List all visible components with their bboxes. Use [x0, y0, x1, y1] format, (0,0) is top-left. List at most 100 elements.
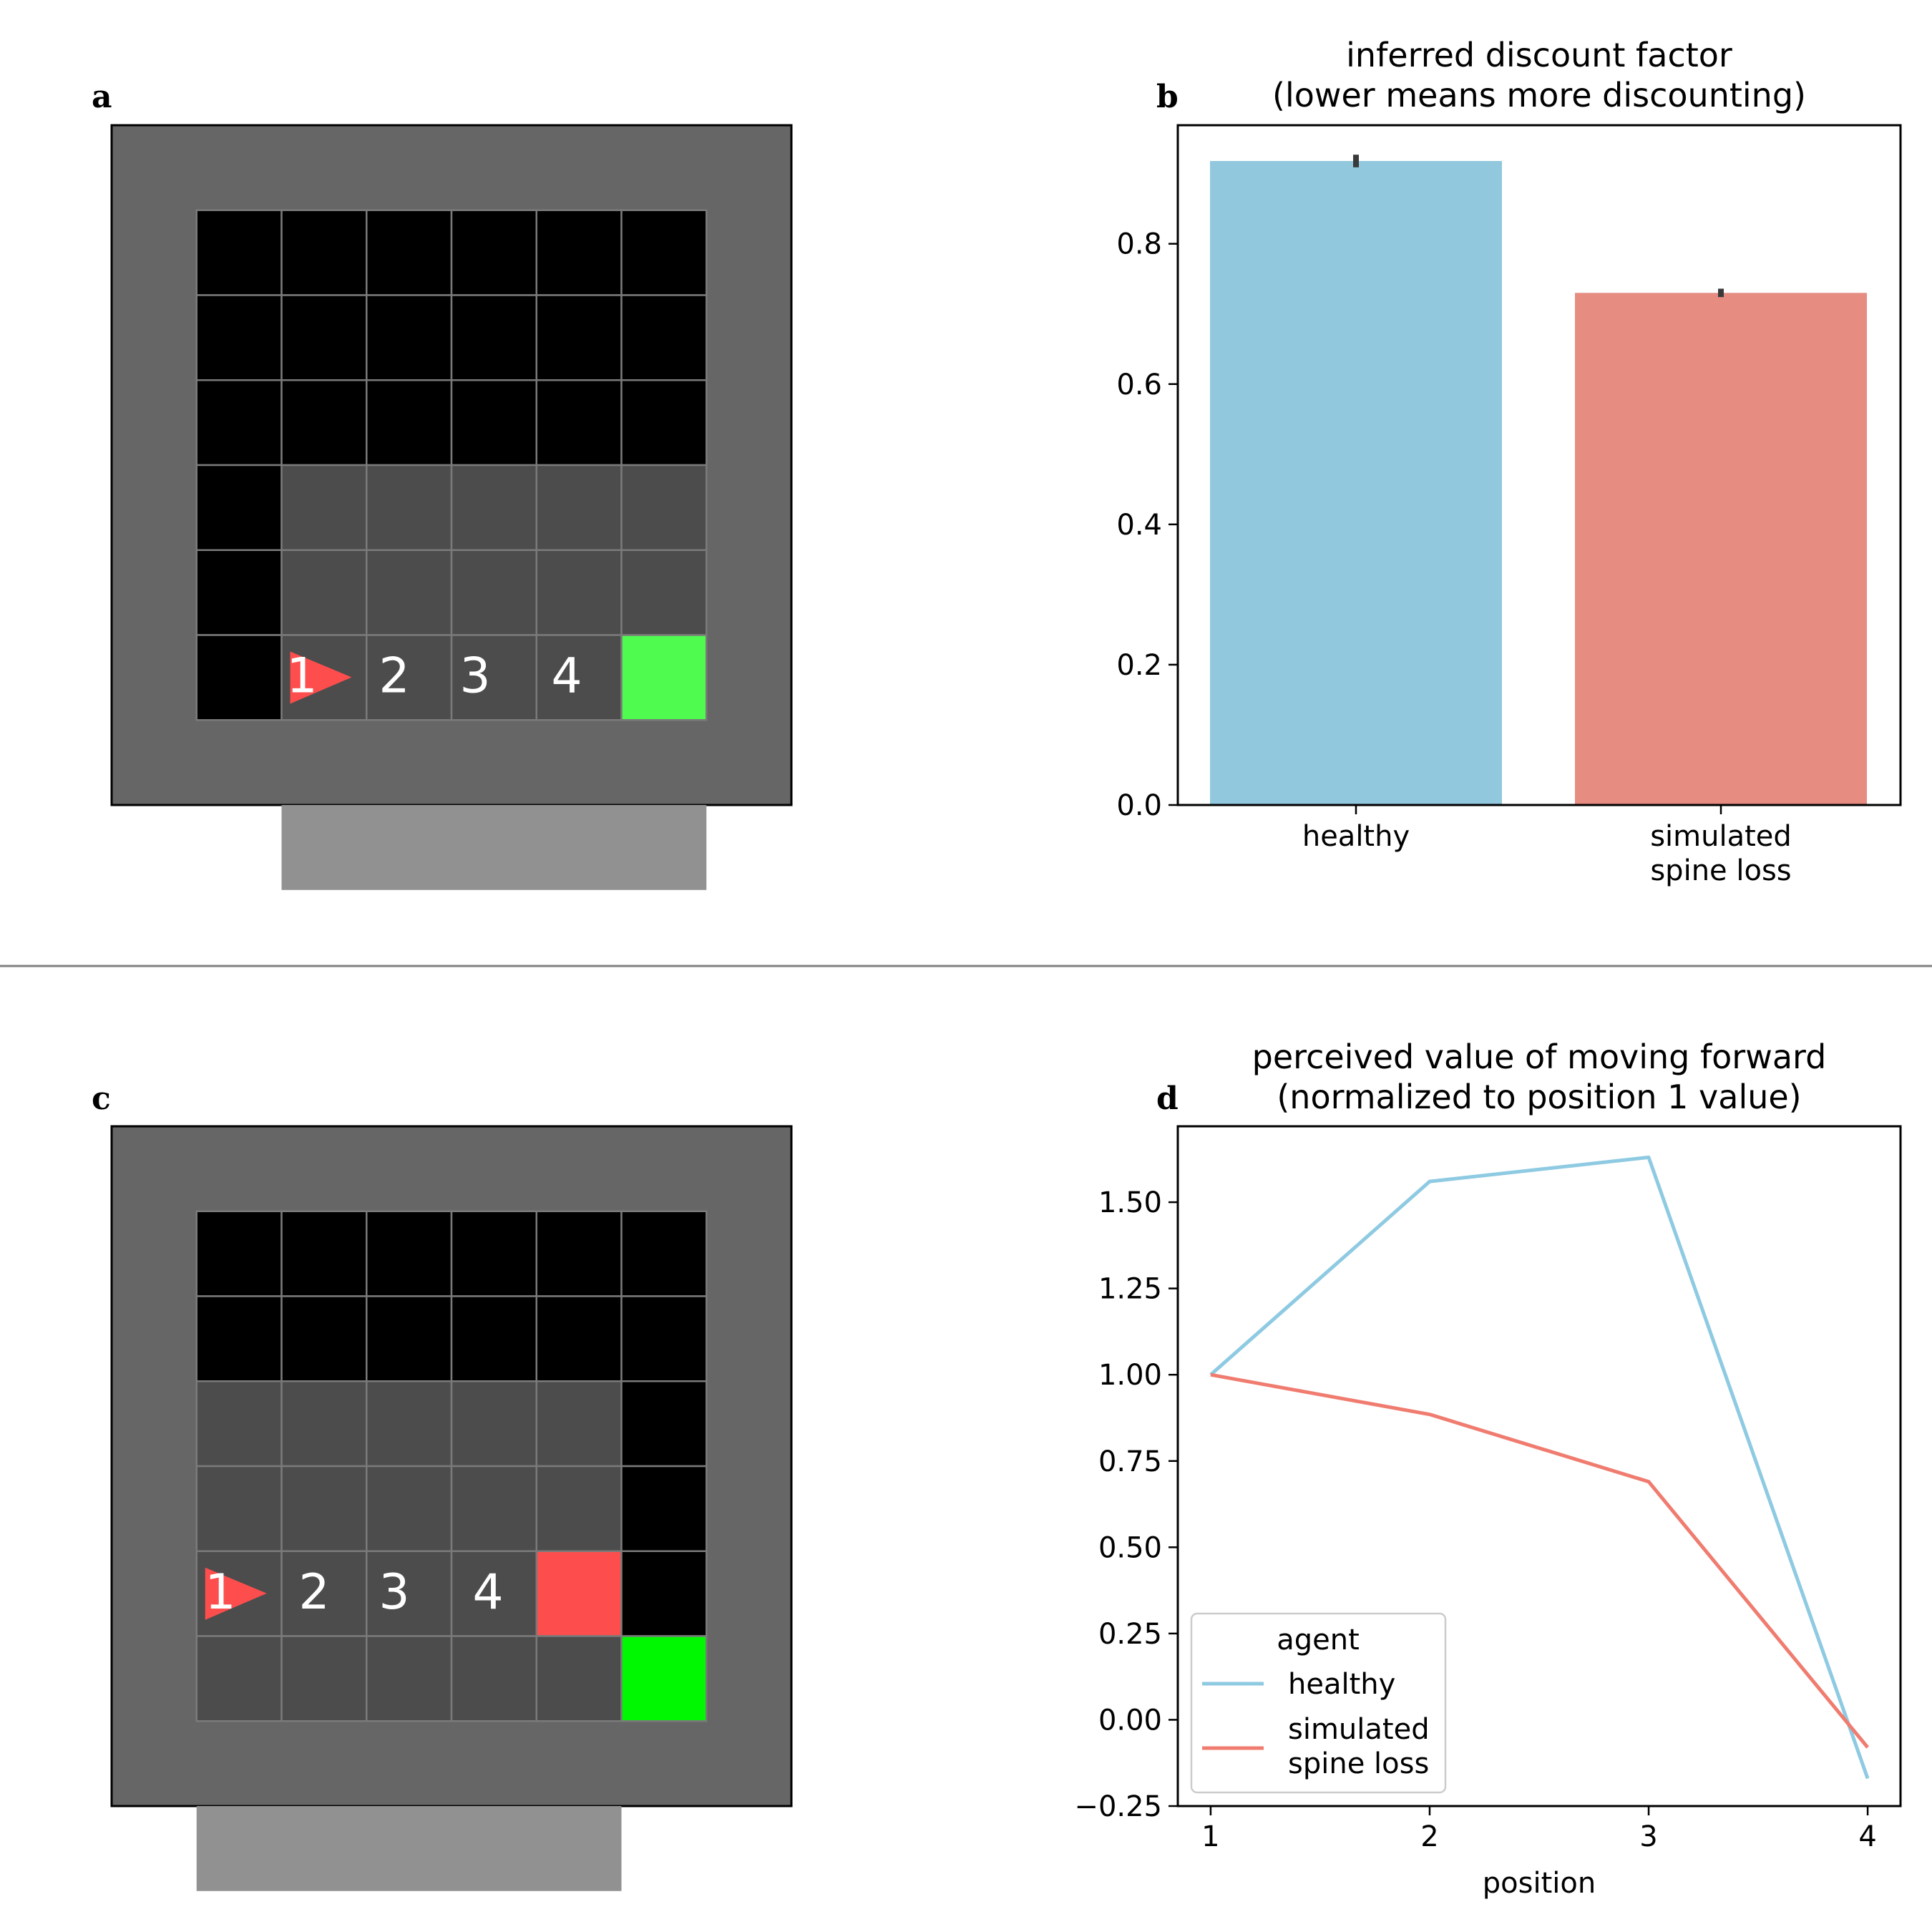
- unseen-cell: [620, 209, 708, 296]
- goal-cell: [620, 634, 708, 721]
- floor-cell: [620, 549, 708, 636]
- x-tick-label: healthy: [1302, 820, 1410, 853]
- floor-cell: [280, 464, 368, 551]
- position-number: 4: [472, 1564, 503, 1621]
- goal-cell: [620, 1635, 708, 1722]
- unseen-cell: [366, 294, 453, 381]
- legend-title: agent: [1277, 1624, 1360, 1657]
- unseen-cell: [620, 1295, 708, 1382]
- position-number: 4: [551, 648, 582, 705]
- position-number: 3: [459, 648, 490, 705]
- floor-cell: [450, 1465, 537, 1552]
- bar: [1575, 293, 1867, 805]
- panel-letter-a: a: [92, 79, 112, 115]
- floor-cell: [620, 464, 708, 551]
- lava-cell: [535, 1550, 623, 1637]
- floor-cell: [280, 1465, 368, 1552]
- panel-letter-c: c: [92, 1080, 111, 1117]
- y-tick-label: 1.50: [1098, 1186, 1162, 1219]
- unseen-cell: [366, 209, 453, 296]
- y-tick-label: 0.2: [1116, 649, 1162, 682]
- unseen-cell: [366, 1295, 453, 1382]
- y-tick-label: 0.6: [1116, 369, 1162, 401]
- floor-cell: [366, 549, 453, 636]
- floor-cell: [366, 464, 453, 551]
- agent-triangle-icon: [290, 651, 352, 704]
- y-tick-label: 1.00: [1098, 1359, 1162, 1392]
- legend-label: healthy: [1288, 1668, 1395, 1701]
- floor-cell: [280, 549, 368, 636]
- position-number: 2: [298, 1564, 329, 1621]
- agent-triangle-icon: [205, 1567, 267, 1620]
- unseen-cell: [195, 379, 283, 467]
- floor-cell: [535, 464, 623, 551]
- bar-chart-discount-factor: inferred discount factor (lower means mor…: [1116, 36, 1902, 887]
- floor-cell: [535, 549, 623, 636]
- unseen-cell: [535, 209, 623, 296]
- unseen-cell: [620, 1465, 708, 1552]
- view-highlight-strip: [281, 805, 707, 890]
- unseen-cell: [450, 379, 537, 467]
- unseen-cell: [366, 379, 453, 467]
- floor-cell: [366, 634, 453, 721]
- series-line: [1210, 1372, 1870, 1749]
- unseen-cell: [535, 294, 623, 381]
- legend: agent healthy simulated spine loss: [1190, 1612, 1447, 1794]
- unseen-cell: [620, 1380, 708, 1468]
- floor-cell: [535, 1635, 623, 1722]
- unseen-cell: [195, 1295, 283, 1382]
- y-tick-label: 0.75: [1098, 1445, 1162, 1478]
- x-tick-label: 4: [1858, 1820, 1876, 1853]
- position-number: 3: [379, 1564, 409, 1621]
- unseen-cell: [195, 634, 283, 721]
- series-line: [1209, 1155, 1870, 1780]
- x-tick-label: 2: [1420, 1820, 1438, 1853]
- unseen-cell: [280, 209, 368, 296]
- y-tick-label: 0.00: [1098, 1704, 1162, 1737]
- unseen-cell: [450, 209, 537, 296]
- y-tick-label: 0.50: [1098, 1531, 1162, 1564]
- unseen-cell: [450, 1295, 537, 1382]
- y-tick-label: −0.25: [1074, 1790, 1162, 1823]
- unseen-cell: [535, 1295, 623, 1382]
- unseen-cell: [620, 379, 708, 467]
- bar: [1210, 161, 1502, 805]
- position-number: 2: [379, 648, 409, 705]
- floor-cell: [535, 1380, 623, 1468]
- view-highlight-strip: [196, 1806, 622, 1891]
- floor-cell: [535, 1465, 623, 1552]
- floor-cell: [366, 1380, 453, 1468]
- floor-cell: [450, 549, 537, 636]
- position-number: 1: [286, 648, 317, 705]
- x-axis-label: position: [1483, 1867, 1596, 1900]
- legend-label: simulated spine loss: [1288, 1713, 1430, 1780]
- x-tick-label: simulated spine loss: [1650, 820, 1792, 887]
- floor-cell: [195, 1465, 283, 1552]
- floor-cell: [450, 1380, 537, 1468]
- unseen-cell: [366, 1210, 453, 1297]
- floor-cell: [280, 1635, 368, 1722]
- y-tick-label: 0.25: [1098, 1618, 1162, 1651]
- x-tick-label: 1: [1201, 1820, 1219, 1853]
- position-number: 1: [205, 1564, 235, 1621]
- unseen-cell: [535, 379, 623, 467]
- y-tick-label: 0.4: [1116, 509, 1162, 542]
- y-tick-label: 1.25: [1098, 1273, 1162, 1306]
- unseen-cell: [280, 1210, 368, 1297]
- floor-cell: [366, 1635, 453, 1722]
- floor-cell: [195, 1380, 283, 1468]
- unseen-cell: [195, 209, 283, 296]
- unseen-cell: [195, 549, 283, 636]
- plot-frame: [1176, 1125, 1902, 1807]
- chart-title: perceived value of moving forward (normal…: [1252, 1038, 1827, 1116]
- y-tick-label: 0.0: [1116, 789, 1162, 822]
- unseen-cell: [195, 1210, 283, 1297]
- floor-cell: [450, 464, 537, 551]
- unseen-cell: [280, 379, 368, 467]
- unseen-cell: [620, 294, 708, 381]
- floor-cell: [450, 1635, 537, 1722]
- x-tick-label: 3: [1639, 1820, 1657, 1853]
- unseen-cell: [195, 294, 283, 381]
